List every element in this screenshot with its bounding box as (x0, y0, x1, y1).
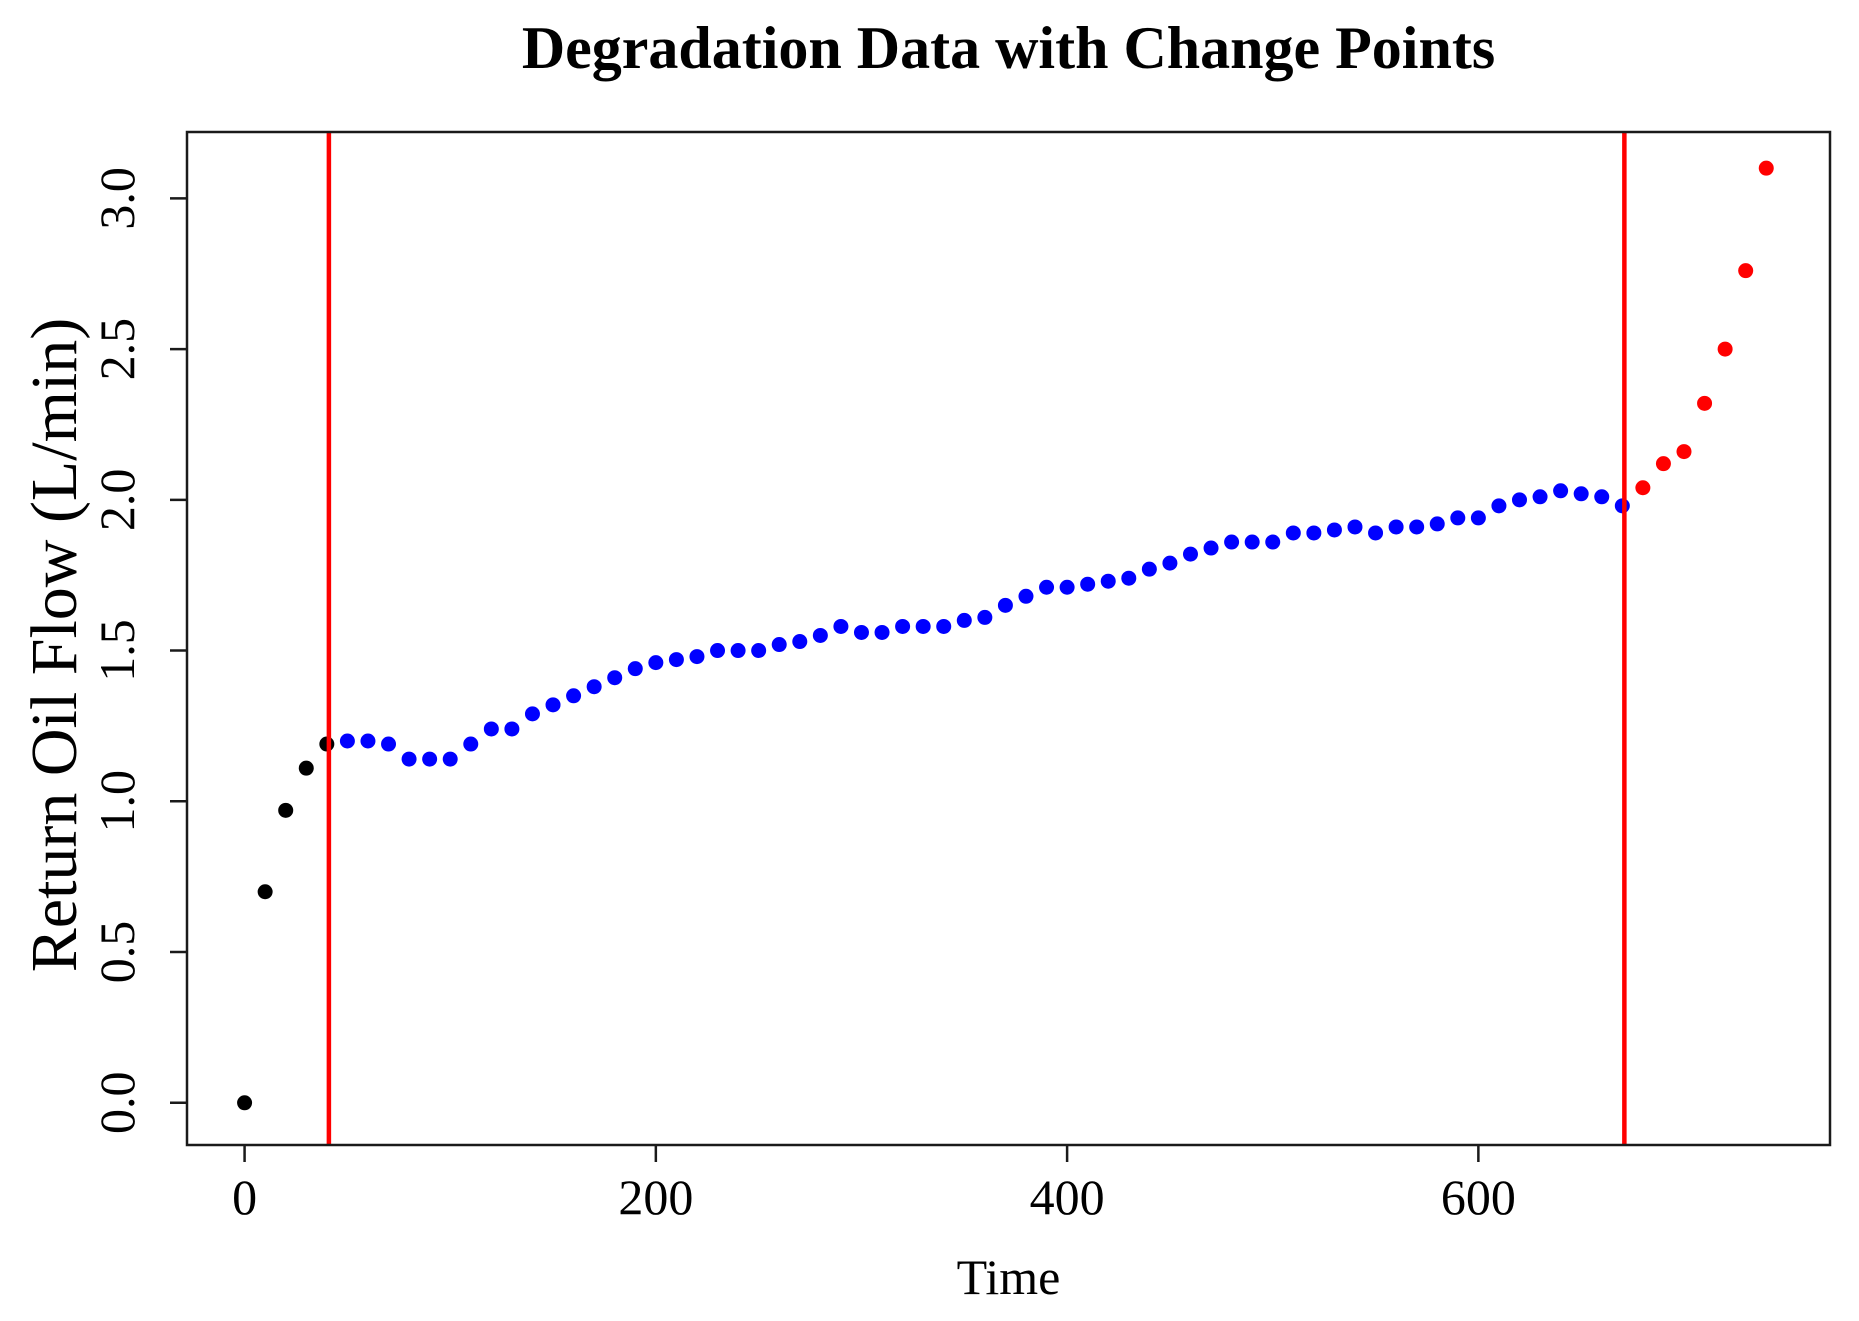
y-tick-label: 2.0 (89, 469, 145, 532)
y-tick-label: 1.5 (89, 619, 145, 682)
data-point-gradual-degradation-segment (936, 618, 952, 634)
data-point-gradual-degradation-segment (1532, 489, 1548, 505)
data-point-gradual-degradation-segment (586, 679, 602, 695)
data-point-post-change-segment (1758, 160, 1774, 176)
data-point-gradual-degradation-segment (853, 624, 869, 640)
data-point-gradual-degradation-segment (792, 634, 808, 650)
data-point-gradual-degradation-segment (1429, 516, 1445, 532)
data-point-gradual-degradation-segment (1450, 510, 1466, 526)
y-tick-label: 0.5 (89, 921, 145, 984)
x-tick-label: 400 (1030, 1169, 1105, 1225)
data-point-gradual-degradation-segment (524, 706, 540, 722)
data-point-post-change-segment (1655, 456, 1671, 472)
data-point-gradual-degradation-segment (360, 733, 376, 749)
data-point-gradual-degradation-segment (1039, 579, 1055, 595)
data-point-gradual-degradation-segment (1018, 588, 1034, 604)
data-point-gradual-degradation-segment (1285, 525, 1301, 541)
data-point-gradual-degradation-segment (997, 597, 1013, 613)
data-point-gradual-degradation-segment (730, 643, 746, 659)
data-point-gradual-degradation-segment (668, 652, 684, 668)
data-point-gradual-degradation-segment (833, 618, 849, 634)
data-point-post-change-segment (1676, 444, 1692, 460)
x-tick-label: 600 (1441, 1169, 1516, 1225)
data-point-pre-change-segment (278, 802, 294, 818)
x-tick-label: 0 (232, 1169, 257, 1225)
data-point-gradual-degradation-segment (401, 751, 417, 767)
data-point-gradual-degradation-segment (1368, 525, 1384, 541)
data-point-post-change-segment (1738, 263, 1754, 279)
data-point-gradual-degradation-segment (1326, 522, 1342, 538)
data-point-gradual-degradation-segment (977, 609, 993, 625)
data-point-gradual-degradation-segment (607, 670, 623, 686)
data-point-gradual-degradation-segment (422, 751, 438, 767)
data-point-gradual-degradation-segment (381, 736, 397, 752)
data-point-gradual-degradation-segment (1162, 555, 1178, 571)
data-point-gradual-degradation-segment (1388, 519, 1404, 535)
data-point-gradual-degradation-segment (648, 655, 664, 671)
data-point-gradual-degradation-segment (442, 751, 458, 767)
data-point-gradual-degradation-segment (1573, 486, 1589, 502)
x-axis-title: Time (956, 1249, 1061, 1305)
data-point-gradual-degradation-segment (956, 612, 972, 628)
data-point-gradual-degradation-segment (1553, 483, 1569, 499)
data-point-pre-change-segment (257, 884, 273, 900)
data-point-gradual-degradation-segment (895, 618, 911, 634)
data-point-gradual-degradation-segment (1141, 561, 1157, 577)
plot-border (185, 130, 1832, 1147)
y-tick-label: 1.0 (89, 770, 145, 833)
data-point-gradual-degradation-segment (339, 733, 355, 749)
y-tick-label: 3.0 (89, 167, 145, 230)
y-tick-label: 0.0 (89, 1072, 145, 1135)
data-point-gradual-degradation-segment (504, 721, 520, 737)
data-point-gradual-degradation-segment (483, 721, 499, 737)
data-point-gradual-degradation-segment (771, 637, 787, 653)
chart-title: Degradation Data with Change Points (521, 15, 1496, 81)
data-point-gradual-degradation-segment (1491, 498, 1507, 514)
data-point-gradual-degradation-segment (812, 627, 828, 643)
data-point-pre-change-segment (298, 760, 314, 776)
data-point-gradual-degradation-segment (566, 688, 582, 704)
data-point-gradual-degradation-segment (1244, 534, 1260, 550)
data-point-gradual-degradation-segment (689, 649, 705, 665)
data-point-gradual-degradation-segment (1080, 576, 1096, 592)
data-point-gradual-degradation-segment (1121, 570, 1137, 586)
x-tick-label: 200 (618, 1169, 693, 1225)
data-point-gradual-degradation-segment (915, 618, 931, 634)
data-point-gradual-degradation-segment (1511, 492, 1527, 508)
data-point-pre-change-segment (237, 1095, 253, 1111)
data-point-gradual-degradation-segment (1409, 519, 1425, 535)
data-point-gradual-degradation-segment (1594, 489, 1610, 505)
data-point-post-change-segment (1697, 395, 1713, 411)
data-point-gradual-degradation-segment (1306, 525, 1322, 541)
data-point-gradual-degradation-segment (710, 643, 726, 659)
data-point-gradual-degradation-segment (1265, 534, 1281, 550)
data-point-gradual-degradation-segment (874, 624, 890, 640)
data-point-gradual-degradation-segment (1470, 510, 1486, 526)
data-point-gradual-degradation-segment (1224, 534, 1240, 550)
data-point-gradual-degradation-segment (1182, 546, 1198, 562)
y-tick-label: 2.5 (89, 318, 145, 381)
data-point-post-change-segment (1717, 341, 1733, 357)
data-point-gradual-degradation-segment (1059, 579, 1075, 595)
data-point-gradual-degradation-segment (751, 643, 767, 659)
data-point-gradual-degradation-segment (545, 697, 561, 713)
data-point-gradual-degradation-segment (463, 736, 479, 752)
data-point-gradual-degradation-segment (1203, 540, 1219, 556)
data-point-gradual-degradation-segment (1100, 573, 1116, 589)
data-point-gradual-degradation-segment (627, 661, 643, 677)
data-point-gradual-degradation-segment (1347, 519, 1363, 535)
data-point-post-change-segment (1635, 480, 1651, 496)
